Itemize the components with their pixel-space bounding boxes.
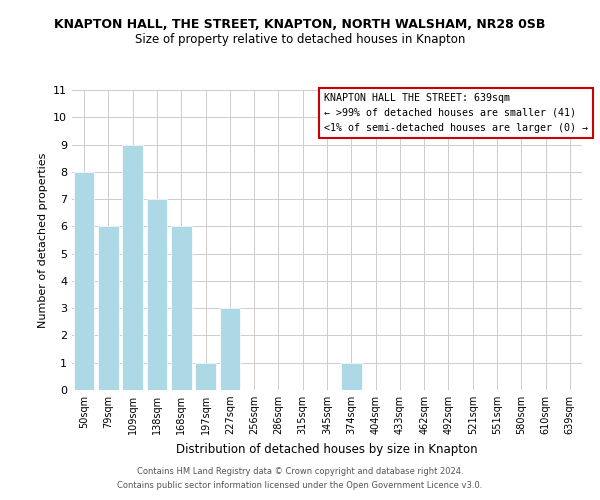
Bar [171,226,191,390]
Bar [74,172,94,390]
Bar [146,199,167,390]
Text: KNAPTON HALL, THE STREET, KNAPTON, NORTH WALSHAM, NR28 0SB: KNAPTON HALL, THE STREET, KNAPTON, NORTH… [55,18,545,30]
Text: Contains public sector information licensed under the Open Government Licence v3: Contains public sector information licen… [118,481,482,490]
Y-axis label: Number of detached properties: Number of detached properties [38,152,47,328]
Bar [98,226,119,390]
X-axis label: Distribution of detached houses by size in Knapton: Distribution of detached houses by size … [176,442,478,456]
Bar [341,362,362,390]
Bar [195,362,216,390]
Text: Contains HM Land Registry data © Crown copyright and database right 2024.: Contains HM Land Registry data © Crown c… [137,467,463,476]
Text: KNAPTON HALL THE STREET: 639sqm
← >99% of detached houses are smaller (41)
<1% o: KNAPTON HALL THE STREET: 639sqm ← >99% o… [325,93,589,132]
Text: Size of property relative to detached houses in Knapton: Size of property relative to detached ho… [135,32,465,46]
Bar [220,308,240,390]
Bar [122,144,143,390]
